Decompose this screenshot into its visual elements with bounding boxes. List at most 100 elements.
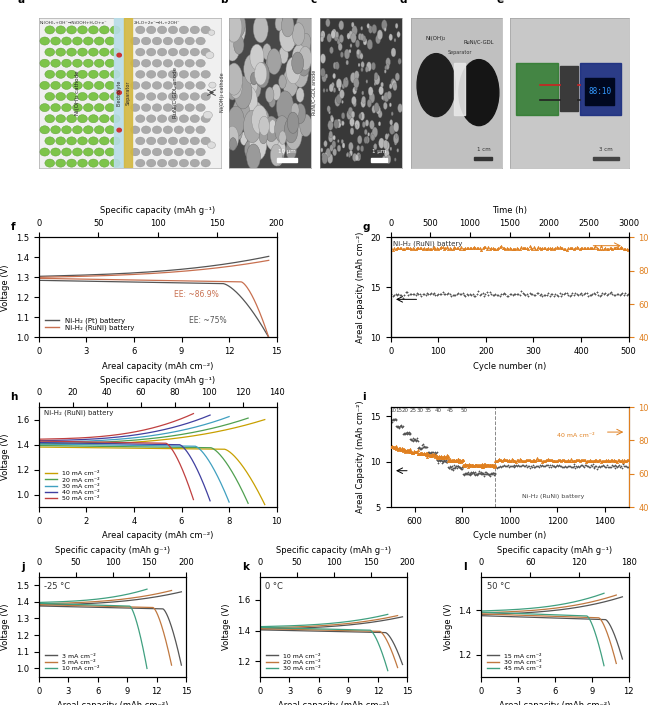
Circle shape (279, 75, 286, 89)
Circle shape (336, 62, 339, 68)
Point (593, 461, 603, 472)
Point (463, 460, 474, 472)
Circle shape (254, 108, 270, 137)
Point (421, 290, 431, 301)
Point (433, 243, 443, 255)
Circle shape (321, 148, 323, 152)
Point (507, 453, 517, 465)
Circle shape (110, 115, 120, 123)
Circle shape (105, 125, 115, 134)
Text: Separator: Separator (448, 49, 472, 54)
Circle shape (78, 115, 87, 123)
Circle shape (62, 37, 71, 45)
Text: b: b (220, 0, 227, 5)
Point (512, 243, 522, 254)
Point (413, 448, 423, 459)
Circle shape (67, 137, 76, 145)
Point (474, 467, 485, 479)
Point (411, 446, 422, 458)
Circle shape (338, 87, 341, 91)
Point (456, 462, 466, 473)
Point (401, 428, 411, 439)
Circle shape (332, 29, 336, 37)
Point (564, 461, 575, 472)
Point (542, 460, 553, 471)
Point (502, 290, 512, 302)
Circle shape (105, 37, 115, 45)
Point (534, 455, 544, 466)
Point (491, 455, 502, 466)
Circle shape (284, 118, 298, 143)
Point (486, 243, 496, 254)
Point (616, 460, 627, 472)
Point (519, 460, 529, 472)
Circle shape (367, 39, 373, 49)
Point (505, 288, 515, 300)
Point (453, 455, 463, 467)
X-axis label: Specific capacity (mAh g⁻¹): Specific capacity (mAh g⁻¹) (497, 546, 612, 555)
Circle shape (163, 126, 172, 134)
Point (540, 243, 551, 254)
Point (476, 468, 486, 479)
Point (540, 460, 550, 471)
Point (590, 288, 601, 300)
Circle shape (335, 97, 340, 106)
Point (580, 454, 590, 465)
Circle shape (359, 154, 361, 158)
Point (584, 455, 595, 466)
Point (413, 443, 424, 454)
Point (456, 454, 466, 465)
Circle shape (336, 94, 341, 104)
Point (389, 414, 399, 425)
Point (577, 243, 588, 254)
Point (589, 455, 599, 466)
Point (503, 243, 513, 255)
Point (483, 470, 494, 481)
X-axis label: Specific capacity (mAh g⁻¹): Specific capacity (mAh g⁻¹) (55, 546, 170, 555)
Point (422, 448, 432, 459)
Circle shape (110, 92, 120, 101)
Point (476, 244, 486, 255)
Point (424, 447, 435, 458)
Point (534, 461, 544, 472)
Point (574, 462, 584, 473)
Point (430, 289, 441, 300)
Point (424, 450, 435, 461)
X-axis label: Specific capacity (mAh g⁻¹): Specific capacity (mAh g⁻¹) (276, 546, 391, 555)
Point (448, 464, 458, 475)
Circle shape (334, 32, 338, 41)
Point (517, 242, 527, 253)
Point (578, 460, 588, 472)
Circle shape (269, 95, 275, 107)
Point (389, 442, 399, 453)
Point (408, 288, 418, 300)
Circle shape (259, 128, 268, 144)
Point (406, 289, 417, 300)
Circle shape (389, 84, 392, 89)
Circle shape (110, 159, 120, 167)
Point (464, 459, 474, 470)
Point (493, 243, 503, 254)
Circle shape (146, 137, 156, 145)
Point (406, 434, 416, 445)
Point (612, 456, 623, 467)
Point (392, 290, 402, 301)
Point (459, 243, 469, 254)
Circle shape (346, 60, 349, 65)
Circle shape (395, 23, 398, 28)
Point (415, 447, 425, 458)
Point (432, 452, 443, 463)
Point (473, 460, 483, 472)
Circle shape (275, 116, 290, 142)
Point (467, 288, 478, 300)
Circle shape (262, 44, 272, 60)
Point (617, 462, 627, 473)
Point (448, 454, 458, 465)
Point (610, 462, 621, 473)
Point (426, 447, 437, 458)
Point (594, 290, 605, 301)
Point (603, 462, 613, 473)
Circle shape (336, 120, 340, 128)
Circle shape (398, 59, 401, 64)
Circle shape (157, 92, 167, 100)
